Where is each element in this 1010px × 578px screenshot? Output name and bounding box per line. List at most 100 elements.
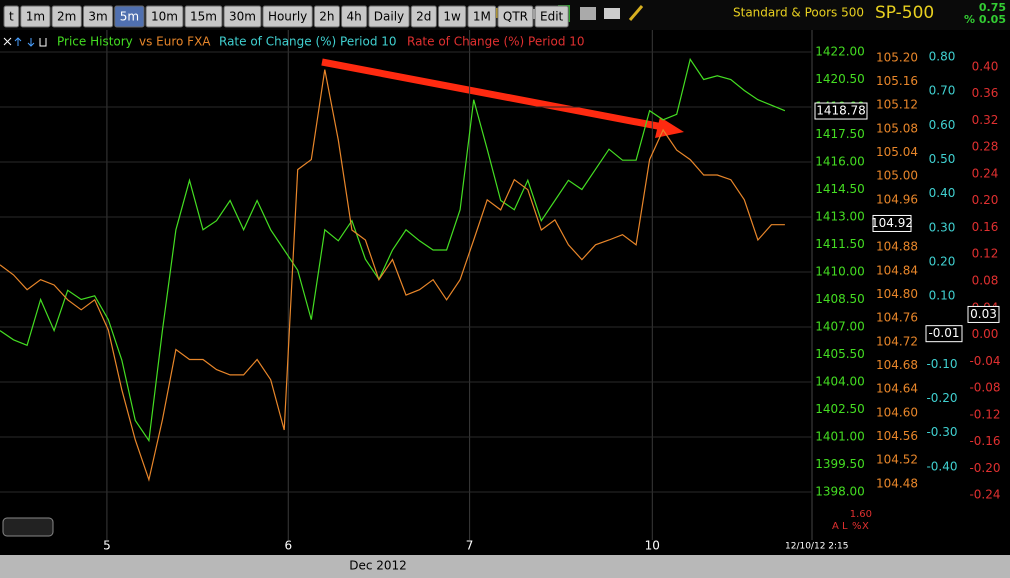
timeframe-label[interactable]: 3m [88,10,107,24]
close-icon[interactable] [3,37,12,46]
timeframe-label[interactable]: 2h [319,10,334,24]
timeframe-button[interactable] [262,5,313,28]
timeframe-label[interactable]: 2m [57,10,76,24]
timeframe-button[interactable] [20,5,51,28]
timeframe-button[interactable] [341,5,368,28]
scale-button[interactable]: % [852,521,862,532]
timeframe-button[interactable] [534,5,569,28]
timeframe-button[interactable] [368,5,410,28]
y-tick-label: 0.10 [929,289,956,303]
y-tick-label: 1401.00 [815,429,865,443]
x-tick-label: 6 [284,539,292,553]
instrument-symbol: SP-500 [875,3,934,23]
scale-button[interactable]: X [862,521,869,532]
timeframe-label[interactable]: t [9,10,14,24]
y-tick-label: 0.80 [929,49,956,63]
y-tick-label: 1411.50 [815,237,865,251]
legend-entry[interactable]: Rate of Change (%) Period 10 [219,35,397,49]
timeframe-label[interactable]: 2d [416,10,431,24]
x-tick-label: 5 [103,539,111,553]
scroll-widget[interactable] [2,517,54,537]
scale-button[interactable]: A [832,521,839,532]
legend-icons [3,37,47,47]
y-tick-label: -0.20 [926,391,957,405]
timeframe-label[interactable]: Hourly [268,10,307,24]
down-icon[interactable] [27,38,35,47]
y-tick-label: 1416.00 [815,154,865,168]
scale-factor: 1.60 [850,509,872,520]
timeframe-label[interactable]: 1M [473,10,491,24]
timeframe-label[interactable]: Edit [540,10,564,24]
panel-icon[interactable] [39,38,47,47]
legend-entry[interactable]: vs Euro FXA [139,35,211,49]
y-tick-label: 105.04 [876,145,918,159]
timestamp: 12/10/12 2:15 [785,542,849,552]
y-tick-label: 105.20 [876,50,918,64]
timeframe-button[interactable] [497,5,534,28]
current-value: 104.92 [871,216,913,230]
y-tick-label: 0.08 [972,273,999,287]
timeframe-label[interactable]: 4h [347,10,362,24]
timeframe-label[interactable]: 1m [26,10,45,24]
y-tick-label: -0.04 [969,354,1000,368]
pencil-icon[interactable] [628,5,644,21]
x-axis-label: Dec 2012 [349,559,407,573]
y-tick-label: -0.10 [926,357,957,371]
scale-button[interactable]: L [842,521,848,532]
y-tick-label: 104.96 [876,192,918,206]
timeframe-button[interactable] [467,5,497,28]
x-tick-label: 7 [466,539,474,553]
y-tick-label: 105.16 [876,74,918,88]
y-tick-label: 0.24 [972,166,999,180]
y-tick-label: 1410.00 [815,264,865,278]
timeframe-button[interactable] [223,5,262,28]
legend-entry[interactable]: Price History [57,35,133,49]
up-icon[interactable] [14,37,22,46]
y-tick-label: -0.24 [969,488,1000,502]
timeframe-button[interactable] [3,5,20,28]
annotation-arrow [321,58,669,132]
y-tick-label: -0.16 [969,434,1000,448]
y-tick-label: 104.68 [876,358,918,372]
timeframe-label[interactable]: Daily [374,10,404,24]
y-tick-label: 1399.50 [815,457,865,471]
timeframe-button[interactable] [313,5,341,28]
current-value-box [814,102,868,120]
y-tick-label: 0.40 [929,186,956,200]
y-tick-label: -0.40 [926,459,957,473]
y-tick-label: 104.76 [876,311,918,325]
timeframe-button[interactable] [82,5,114,28]
timeframe-button[interactable] [114,5,145,28]
y-tick-label: 0.20 [929,254,956,268]
timeframe-label[interactable]: 15m [190,10,217,24]
instrument-name: Standard & Poors 500 [733,6,864,20]
y-tick-label: 1404.00 [815,374,865,388]
timeframe-button[interactable] [410,5,437,28]
y-tick-label: 1402.50 [815,402,865,416]
y-tick-label: 105.00 [876,169,918,183]
y-tick-label: 1407.00 [815,319,865,333]
legend-entry[interactable]: Rate of Change (%) Period 10 [407,35,585,49]
timeframe-label[interactable]: QTR [503,10,528,24]
y-tick-label: -0.12 [969,407,1000,421]
timeframe-button[interactable] [184,5,223,28]
timeframe-button[interactable] [145,5,184,28]
y-tick-label: 105.08 [876,121,918,135]
timeframe-label[interactable]: 10m [151,10,178,24]
y-tick-label: 104.60 [876,405,918,419]
timeframe-button[interactable] [437,5,467,28]
timeframe-label[interactable]: 5m [120,10,139,24]
card-icon[interactable] [604,8,620,19]
timeframe-label[interactable]: 1w [443,10,461,24]
timeframe-label[interactable]: 30m [229,10,256,24]
current-value-box [967,305,1000,323]
timeframe-button[interactable] [51,5,82,28]
date-bar [0,555,1010,578]
y-tick-label: -0.08 [969,381,1000,395]
y-tick-label: 0.28 [972,140,999,154]
y-tick-label: 0.70 [929,84,956,98]
y-tick-label: 0.30 [929,220,956,234]
y-tick-label: 0.36 [972,86,999,100]
print-icon[interactable] [580,7,596,20]
